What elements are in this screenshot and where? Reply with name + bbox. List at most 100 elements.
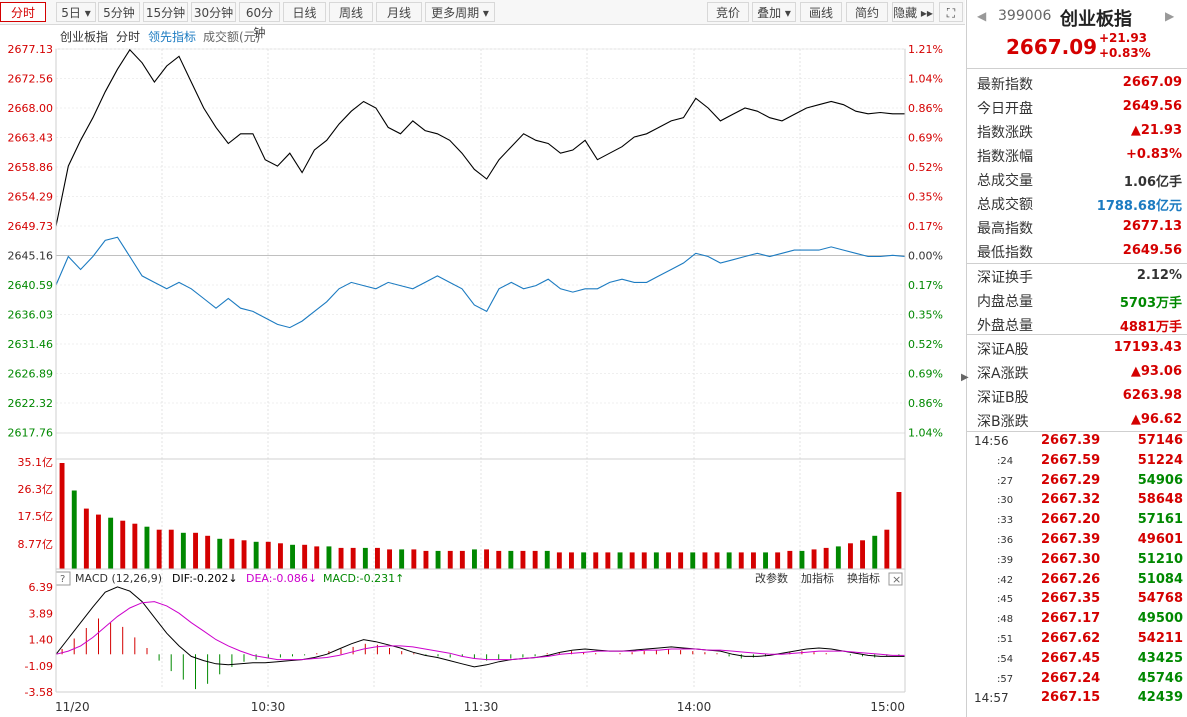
trade-time: :57 — [997, 673, 1014, 685]
period-tab-4[interactable]: 30分钟 — [191, 2, 236, 22]
market-stat-label: 内盘总量 — [977, 294, 1033, 310]
trade-time: :48 — [997, 614, 1014, 626]
volume-axis-label: 35.1亿 — [18, 456, 54, 469]
toolbar-right-button-1[interactable]: 叠加 ▾ — [752, 2, 796, 22]
period-tab-6[interactable]: 日线 — [283, 2, 326, 22]
volume-bar — [544, 550, 550, 569]
macd-link-change-params: 改参数 — [755, 571, 788, 585]
period-toolbar: 分时 5日 ▾ 5分钟 15分钟 30分钟 60分钟 日线 周线 月线 更多周期 ▾ 竞价 叠加 ▾… — [0, 0, 965, 40]
volume-bar — [896, 492, 902, 569]
price-axis-label: 2631.46 — [8, 338, 54, 351]
pct-axis-label: 0.69% — [908, 368, 943, 381]
trade-price: 2667.39 — [1041, 433, 1101, 448]
volume-bar — [775, 552, 781, 569]
market-stat-value: 2.12% — [1136, 268, 1182, 283]
trade-time: :30 — [997, 495, 1014, 507]
trade-price: 2667.62 — [1041, 631, 1101, 646]
volume-bar — [787, 550, 793, 569]
price-axis-label: 2626.89 — [8, 368, 54, 381]
macd-axis-label: -1.09 — [25, 660, 53, 673]
current-price: 2667.09 — [1006, 35, 1098, 59]
sz-stat-label: 深证A股 — [977, 342, 1029, 358]
macd-axis-label: 3.89 — [29, 607, 54, 620]
macd-close-glyph: × — [892, 573, 901, 586]
volume-bar — [556, 552, 562, 569]
volume-bar — [714, 552, 720, 569]
trade-time: :36 — [997, 535, 1014, 546]
trade-row: 14:57 2667.15 42439 — [967, 689, 1187, 709]
price-axis-label: 2645.16 — [8, 250, 54, 263]
macd-dif-label: DIF:-0.202↓ — [172, 572, 238, 585]
macd-dea-label: DEA:-0.086↓ — [246, 572, 317, 585]
trade-price: 2667.17 — [1041, 611, 1101, 627]
next-arrow-icon[interactable]: ▶ — [1165, 9, 1175, 23]
volume-bar — [690, 552, 696, 569]
price-series-line-0 — [55, 48, 905, 227]
price-change: +21.93 +0.83% — [1099, 31, 1151, 61]
trade-row: :48 2667.17 49500 — [967, 610, 1187, 630]
market-stat-row: 深证换手 2.12% — [967, 263, 1187, 287]
trade-row: 14:56 2667.39 57146 — [967, 432, 1187, 452]
toolbar-right-button-4[interactable]: 隐藏 ▸▸ — [892, 2, 934, 22]
trade-row: :33 2667.20 57161 — [967, 511, 1187, 531]
trade-time: :51 — [997, 634, 1014, 645]
volume-bar — [59, 463, 65, 569]
volume-bar — [338, 547, 344, 569]
pct-axis-label: 0.35% — [908, 309, 943, 322]
collapse-handle-icon[interactable]: ▶ — [961, 372, 969, 383]
prev-arrow-icon[interactable]: ◀ — [977, 9, 987, 23]
period-tab-0[interactable]: 分时 — [0, 2, 46, 22]
volume-bar — [751, 552, 756, 569]
market-stat-value: 4881万手 — [1119, 320, 1182, 335]
x-tick-label: 11:30 — [464, 700, 499, 714]
volume-bar — [811, 549, 817, 569]
toolbar-right-button-5[interactable]: ⛶ — [939, 2, 963, 22]
pct-axis-label: 0.86% — [908, 397, 943, 410]
period-tab-7[interactable]: 周线 — [329, 2, 373, 22]
sz-stat-row: 深证B股 6263.98 — [967, 383, 1187, 407]
period-tab-5[interactable]: 60分钟 — [239, 2, 280, 40]
volume-bar — [702, 552, 708, 569]
x-tick-label: 10:30 — [251, 700, 286, 714]
toolbar-right-button-2[interactable]: 画线 — [800, 2, 842, 22]
market-stat-label: 外盘总量 — [977, 318, 1033, 334]
toolbar-right-button-3[interactable]: 简约 — [846, 2, 888, 22]
macd-link-switch-indicator: 换指标 — [847, 571, 880, 585]
macd-axis-label: -3.58 — [25, 686, 53, 699]
period-tab-8[interactable]: 月线 — [376, 2, 422, 22]
trade-row: :39 2667.30 51210 — [967, 551, 1187, 571]
quote-stat-row: 指数涨幅 +0.83% — [967, 142, 1187, 166]
lead-indicator-label[interactable]: 领先指标 — [148, 30, 197, 44]
macd-dea-line — [55, 601, 905, 661]
period-tab-3[interactable]: 15分钟 — [143, 2, 188, 22]
trade-volume: 57146 — [1137, 433, 1183, 448]
macd-close-icon — [888, 572, 903, 586]
price-axis-label: 2658.86 — [8, 161, 54, 174]
trade-row: :57 2667.24 45746 — [967, 670, 1187, 690]
x-tick-label: 15:00 — [870, 700, 905, 714]
trade-time: :27 — [997, 475, 1014, 487]
sz-stat-label: 深证B股 — [977, 390, 1029, 406]
price-axis-label: 2663.43 — [8, 132, 54, 145]
trade-price: 2667.45 — [1041, 650, 1101, 666]
period-tab-9[interactable]: 更多周期 ▾ — [425, 2, 495, 22]
change-pct: +0.83% — [1099, 46, 1151, 60]
market-stat-label: 深证换手 — [977, 270, 1033, 286]
pct-axis-label: 0.69% — [908, 132, 943, 145]
volume-bar — [884, 529, 890, 569]
volume-bar — [229, 538, 235, 569]
pct-axis-label: 0.17% — [908, 279, 943, 292]
volume-bar — [835, 546, 841, 569]
quote-stat-label: 总成交量 — [977, 173, 1033, 189]
chart-area: 创业板指 分时 领先指标 成交额(元) 2677.13 1.21% 2672.56 1… — [0, 25, 965, 717]
volume-bar — [435, 550, 441, 569]
period-tab-2[interactable]: 5分钟 — [98, 2, 140, 22]
volume-bar — [193, 532, 198, 569]
price-axis-label: 2668.00 — [8, 102, 54, 115]
volume-bar — [678, 552, 684, 569]
period-tab-1[interactable]: 5日 ▾ — [56, 2, 96, 22]
intraday-chart[interactable]: 2677.13 1.21% 2672.56 1.04% 2668.00 0.86% 2663… — [0, 25, 965, 717]
toolbar-right-button-0[interactable]: 竞价 — [707, 2, 749, 22]
pct-axis-label: 0.52% — [908, 338, 943, 351]
volume-bar — [605, 552, 611, 569]
